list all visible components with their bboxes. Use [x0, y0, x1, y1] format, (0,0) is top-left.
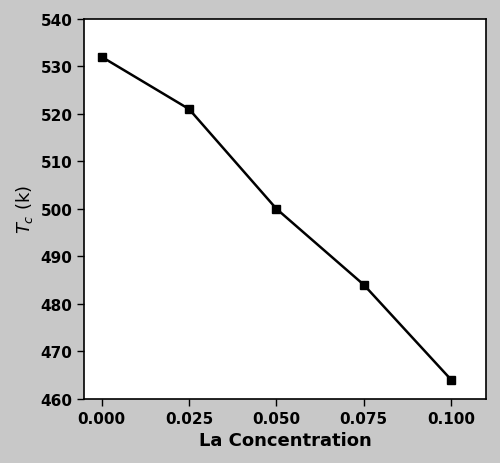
Y-axis label: $T_c$ (k): $T_c$ (k) [14, 185, 35, 234]
X-axis label: La Concentration: La Concentration [199, 431, 372, 449]
